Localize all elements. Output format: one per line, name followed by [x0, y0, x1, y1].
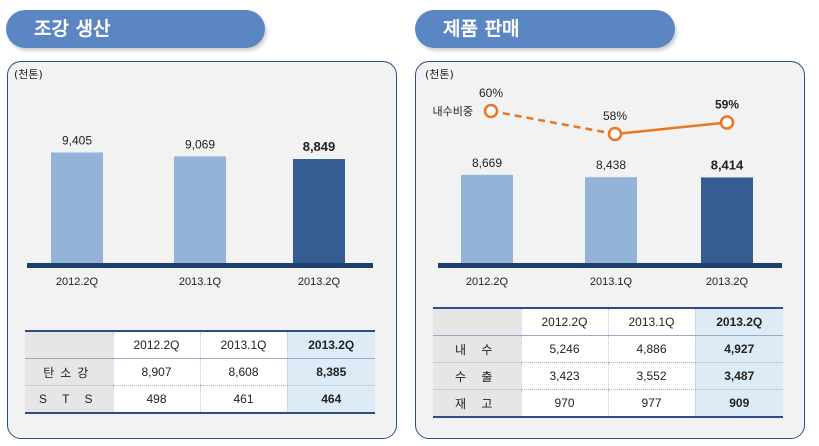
x-tick-label: 2013.1Q [590, 276, 633, 288]
table-header-row: 2012.2Q 2013.1Q 2013.2Q [25, 331, 375, 359]
bar-value-label: 9,405 [62, 133, 92, 147]
table-header-cell: 2013.1Q [608, 308, 695, 336]
table-cell: 8,608 [200, 359, 287, 386]
bar-value-label: 8,669 [472, 156, 502, 170]
table-cell: 4,886 [608, 336, 695, 363]
table-cell: 464 [287, 386, 375, 414]
table-cell: 4,927 [695, 336, 783, 363]
table-row: S T S 498 461 464 [25, 386, 375, 414]
table-cell: 3,552 [608, 363, 695, 390]
x-axis-baseline [27, 263, 373, 268]
table-header-row: 2012.2Q 2013.1Q 2013.2Q [433, 308, 783, 336]
table-row: 수 출 3,423 3,552 3,487 [433, 363, 783, 390]
table-cell: 977 [608, 390, 695, 418]
line-segment-dashed [491, 111, 615, 134]
bar-2012.2Q [51, 152, 103, 263]
table-row-label: S T S [25, 386, 113, 414]
bar-2013.1Q [585, 177, 637, 263]
line-point-marker [721, 117, 733, 129]
line-segment [615, 123, 727, 135]
x-tick-label: 2012.2Q [466, 276, 509, 288]
right-bar-line-chart: 8,669 2012.2Q 8,438 2013.1Q 8,414 2013.2Q 60% 5… [415, 61, 805, 301]
x-axis-baseline [438, 263, 782, 268]
table-row: 재 고 970 977 909 [433, 390, 783, 418]
bar-2013.1Q [174, 156, 226, 263]
table-header-cell: 2013.2Q [695, 308, 783, 336]
x-tick-label: 2013.2Q [706, 276, 749, 288]
line-series-label: 내수비중 [433, 105, 473, 118]
bar-value-label: 8,414 [711, 157, 744, 172]
table-corner-cell [25, 331, 113, 359]
table-cell: 5,246 [521, 336, 608, 363]
bar-value-label: 8,438 [596, 158, 626, 172]
table-row-label: 재 고 [433, 390, 521, 418]
table-cell: 8,907 [113, 359, 200, 386]
right-section-title: 제품 판매 [415, 10, 675, 48]
line-point-label: 58% [603, 109, 627, 123]
table-row-label: 수 출 [433, 363, 521, 390]
table-row-label: 탄소강 [25, 359, 113, 386]
line-point-label: 60% [479, 86, 503, 100]
table-row: 탄소강 8,907 8,608 8,385 [25, 359, 375, 386]
left-data-table: 2012.2Q 2013.1Q 2013.2Q 탄소강 8,907 8,608 … [25, 330, 375, 414]
table-row-label: 내 수 [433, 336, 521, 363]
left-bar-chart: 9,405 2012.2Q 9,069 2013.1Q 8,849 2013.2Q [7, 61, 397, 301]
table-header-cell: 2013.1Q [200, 331, 287, 359]
bar-value-label: 9,069 [185, 137, 215, 151]
line-point-marker [609, 128, 621, 140]
x-tick-label: 2013.2Q [298, 276, 341, 288]
x-tick-label: 2012.2Q [56, 276, 99, 288]
table-header-cell: 2012.2Q [521, 308, 608, 336]
table-row: 내 수 5,246 4,886 4,927 [433, 336, 783, 363]
line-point-label: 59% [715, 98, 739, 112]
table-cell: 461 [200, 386, 287, 414]
table-cell: 8,385 [287, 359, 375, 386]
bar-2013.2Q [293, 159, 345, 263]
bar-2012.2Q [461, 175, 513, 263]
table-cell: 3,487 [695, 363, 783, 390]
bar-value-label: 8,849 [303, 139, 336, 154]
line-point-marker [485, 105, 497, 117]
right-data-table: 2012.2Q 2013.1Q 2013.2Q 내 수 5,246 4,886 … [433, 307, 783, 418]
table-cell: 498 [113, 386, 200, 414]
table-cell: 909 [695, 390, 783, 418]
x-tick-label: 2013.1Q [179, 276, 222, 288]
table-cell: 970 [521, 390, 608, 418]
bar-2013.2Q [701, 177, 753, 263]
table-cell: 3,423 [521, 363, 608, 390]
left-section-title: 조강 생산 [6, 10, 265, 48]
table-header-cell: 2012.2Q [113, 331, 200, 359]
table-corner-cell [433, 308, 521, 336]
table-header-cell: 2013.2Q [287, 331, 375, 359]
